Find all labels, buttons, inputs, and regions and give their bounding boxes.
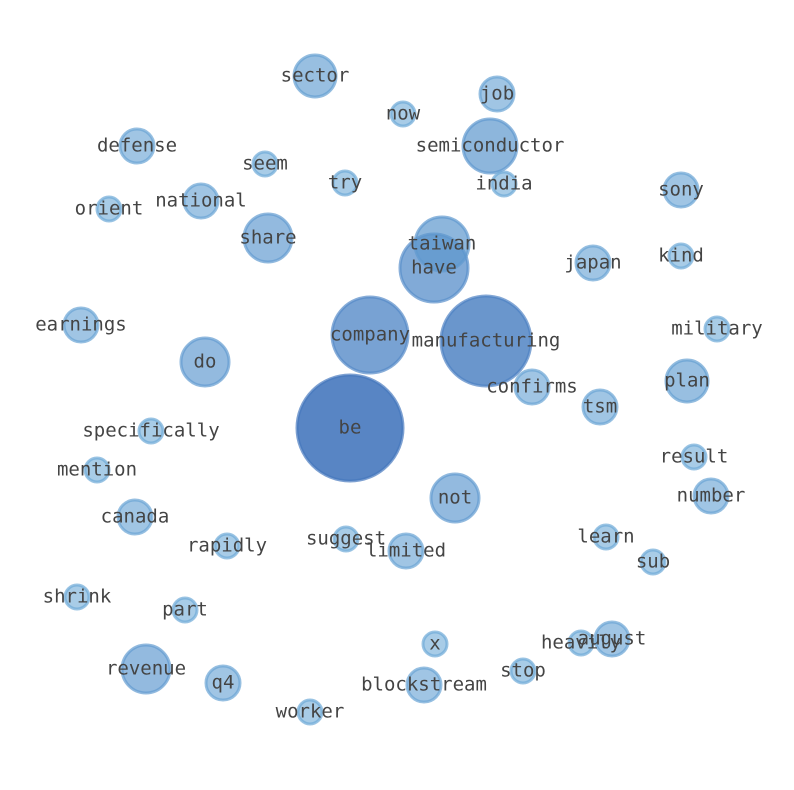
node — [137, 417, 165, 445]
node-label: sony — [658, 179, 704, 201]
node-label: india — [475, 173, 532, 195]
node-label: manufacturing — [412, 330, 561, 352]
node-label: sector — [281, 65, 350, 87]
node-label: part — [162, 599, 208, 621]
node-label: revenue — [106, 658, 186, 680]
node — [513, 368, 551, 406]
node — [413, 215, 471, 273]
node — [296, 698, 324, 726]
node — [251, 150, 279, 178]
node-label: orient — [75, 198, 144, 220]
node-label: tsm — [583, 396, 617, 418]
node — [295, 373, 405, 483]
node-label: japan — [564, 252, 621, 274]
node-label: number — [677, 485, 746, 507]
node — [63, 583, 91, 611]
node — [662, 171, 700, 209]
node — [213, 532, 241, 560]
node-label: mention — [57, 459, 137, 481]
node-label: rapidly — [187, 535, 267, 557]
node-label: limited — [366, 540, 446, 562]
node-label: x — [429, 633, 440, 655]
node — [664, 358, 710, 404]
node-label: do — [194, 351, 217, 373]
node-label: learn — [577, 526, 634, 548]
node — [439, 294, 533, 388]
node — [478, 75, 516, 113]
node-label: blockstream — [361, 674, 487, 696]
node — [581, 388, 619, 426]
node-label: worker — [276, 701, 345, 723]
node-label: share — [239, 227, 296, 249]
node — [421, 630, 449, 658]
node — [331, 169, 359, 197]
node — [703, 315, 731, 343]
node — [509, 657, 537, 685]
node-label: taiwan — [408, 233, 477, 255]
node — [83, 456, 111, 484]
node — [292, 53, 338, 99]
node-label: result — [660, 446, 729, 468]
node-label: earnings — [35, 314, 127, 336]
node — [461, 117, 519, 175]
node — [667, 242, 695, 270]
node — [179, 336, 231, 388]
node — [490, 170, 518, 198]
node-label: defense — [97, 135, 177, 157]
node — [680, 443, 708, 471]
node — [592, 523, 620, 551]
node-label: try — [328, 172, 362, 194]
node-label: now — [386, 103, 421, 125]
node-label: be — [339, 417, 362, 439]
node — [330, 295, 410, 375]
node — [429, 472, 481, 524]
node — [116, 498, 154, 536]
node-label: job — [480, 83, 514, 105]
node — [387, 532, 425, 570]
node — [639, 548, 667, 576]
node-label: company — [330, 324, 410, 346]
node — [405, 666, 443, 704]
node-label: sub — [636, 551, 670, 573]
node — [118, 127, 156, 165]
node — [567, 629, 595, 657]
node — [182, 182, 220, 220]
node — [204, 664, 242, 702]
node-label: not — [438, 487, 472, 509]
node-label: national — [155, 190, 247, 212]
node-label: kind — [658, 245, 704, 267]
node-label: specifically — [82, 420, 219, 442]
node — [242, 212, 294, 264]
node — [62, 306, 100, 344]
node-label: shrink — [43, 586, 112, 608]
node — [95, 195, 123, 223]
node-label: confirms — [486, 376, 578, 398]
node-label: semiconductor — [416, 135, 565, 157]
node-label: suggest — [306, 528, 386, 550]
node-label: seem — [242, 153, 288, 175]
node — [574, 244, 612, 282]
node-label: have — [411, 257, 457, 279]
node — [593, 620, 631, 658]
node-label: military — [671, 318, 763, 340]
nodes — [62, 53, 731, 726]
node — [692, 477, 730, 515]
node-label: q4 — [212, 672, 235, 694]
node-label: plan — [664, 370, 710, 392]
node-label: heavily — [541, 632, 621, 654]
node-label: canada — [101, 506, 170, 528]
node-label: august — [578, 628, 647, 650]
node — [332, 525, 360, 553]
node — [171, 596, 199, 624]
node-label: stop — [500, 660, 546, 682]
node — [120, 643, 172, 695]
node — [389, 100, 417, 128]
